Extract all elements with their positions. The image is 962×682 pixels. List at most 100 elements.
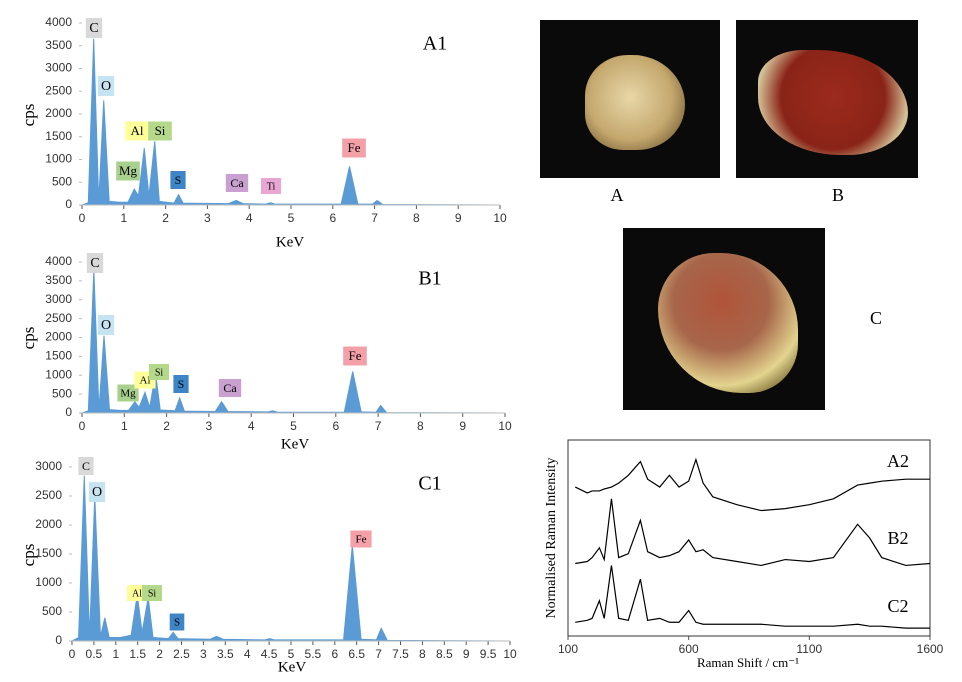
- series-label: B2: [887, 528, 908, 548]
- x-tick-label: 9: [459, 419, 466, 433]
- series-label: C2: [887, 596, 908, 616]
- y-tick-label: 1000: [45, 367, 72, 381]
- x-tick-label: 1: [120, 211, 127, 225]
- element-tag: [85, 18, 103, 38]
- element-tag: [350, 530, 372, 548]
- x-axis-label: KeV: [278, 659, 306, 675]
- x-axis-label: Raman Shift / cm⁻¹: [697, 655, 799, 670]
- element-label: C: [90, 256, 99, 271]
- x-tick-label: 1: [112, 647, 119, 661]
- x-tick-label: 1: [121, 419, 128, 433]
- element-label: Si: [148, 588, 157, 599]
- y-tick-label: 3500: [45, 38, 72, 52]
- series-label: A2: [887, 451, 909, 471]
- element-label: Ti: [267, 181, 276, 192]
- x-tick-label: 1100: [796, 642, 822, 656]
- x-tick-label: 3: [204, 211, 211, 225]
- x-tick-label: 7: [375, 647, 382, 661]
- y-tick-label: 2000: [35, 517, 62, 531]
- x-tick-label: 5: [290, 419, 297, 433]
- x-tick-label: 4.5: [261, 647, 278, 661]
- x-tick-label: 5: [288, 211, 295, 225]
- element-label: Al: [140, 375, 151, 387]
- element-label: S: [175, 173, 182, 187]
- spectrum-area: [81, 38, 501, 206]
- x-tick-label: 7.5: [392, 647, 409, 661]
- element-tag: [116, 161, 140, 181]
- element-tag: [343, 346, 367, 366]
- y-tick-label: 1000: [45, 152, 72, 166]
- spectrum-line: [575, 498, 931, 567]
- element-label: Ca: [230, 176, 244, 190]
- element-label: Fe: [356, 534, 367, 546]
- chart-title: A1: [423, 33, 447, 55]
- element-label: Fe: [348, 140, 361, 155]
- image-label: A: [611, 185, 624, 205]
- x-tick-label: 10: [498, 419, 512, 433]
- y-tick-label: 3500: [45, 273, 72, 287]
- y-tick-label: 2000: [45, 106, 72, 120]
- x-tick-label: 10: [503, 647, 517, 661]
- y-axis-label: cps: [19, 104, 38, 127]
- x-tick-label: 10: [493, 211, 507, 225]
- x-tick-label: 8.5: [436, 647, 453, 661]
- x-tick-label: 0: [79, 211, 86, 225]
- y-tick-label: 3000: [45, 61, 72, 75]
- y-tick-label: 500: [42, 604, 62, 618]
- x-tick-label: 4: [244, 647, 251, 661]
- sample-a: [585, 55, 685, 150]
- element-tag: [125, 121, 149, 141]
- x-tick-label: 4: [246, 211, 253, 225]
- element-tag: [86, 253, 104, 273]
- element-tag: [78, 457, 94, 475]
- spectrum-line: [575, 565, 930, 629]
- y-tick-label: 3000: [45, 292, 72, 306]
- element-label: Mg: [120, 388, 136, 400]
- element-tag: [148, 121, 172, 141]
- x-tick-label: 2: [156, 647, 163, 661]
- x-tick-label: 8: [413, 211, 420, 225]
- spectrum-area: [71, 475, 511, 642]
- y-tick-label: 1000: [35, 575, 62, 589]
- element-label: O: [101, 79, 111, 94]
- y-axis-label: cps: [19, 544, 38, 567]
- x-tick-label: 2.5: [173, 647, 190, 661]
- x-tick-label: 3: [200, 647, 207, 661]
- y-tick-label: 2000: [45, 330, 72, 344]
- element-label: Si: [155, 123, 166, 138]
- y-tick-label: 0: [55, 633, 62, 647]
- chart-title: C1: [418, 473, 441, 495]
- x-axis-label: KeV: [281, 436, 309, 452]
- element-label: Ca: [223, 381, 237, 395]
- x-tick-label: 600: [679, 642, 699, 656]
- x-tick-label: 0: [79, 419, 86, 433]
- y-tick-label: 0: [65, 405, 72, 419]
- y-axis-label: cps: [19, 327, 38, 350]
- element-tag: [117, 384, 139, 402]
- element-label: Mg: [119, 163, 138, 178]
- y-tick-label: 2500: [35, 488, 62, 502]
- y-tick-label: 1500: [45, 129, 72, 143]
- element-tag: [88, 482, 106, 502]
- element-tag: [261, 178, 281, 194]
- x-tick-label: 2: [163, 419, 170, 433]
- spectrum-area: [81, 269, 506, 414]
- x-tick-label: 6: [331, 647, 338, 661]
- x-tick-label: 0: [69, 647, 76, 661]
- x-tick-label: 9.5: [480, 647, 497, 661]
- x-tick-label: 4: [248, 419, 255, 433]
- element-label: Fe: [349, 348, 362, 363]
- x-tick-label: 6: [332, 419, 339, 433]
- element-tag: [149, 364, 169, 380]
- y-tick-label: 1500: [45, 349, 72, 363]
- x-tick-label: 5: [288, 647, 295, 661]
- y-tick-label: 500: [52, 386, 72, 400]
- y-tick-label: 1500: [35, 546, 62, 560]
- element-label: Al: [131, 123, 144, 138]
- element-tag: [170, 171, 186, 189]
- photo-b: [736, 20, 918, 178]
- x-tick-label: 0.5: [86, 647, 103, 661]
- y-tick-label: 0: [65, 197, 72, 211]
- element-label: S: [178, 377, 185, 391]
